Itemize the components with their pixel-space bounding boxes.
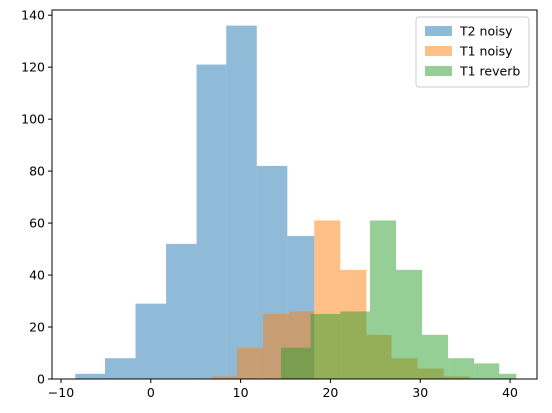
histogram-bar — [448, 358, 475, 379]
histogram-bar — [226, 25, 257, 379]
histogram-bar — [369, 220, 396, 379]
legend-swatch — [425, 66, 452, 76]
x-tick-label: 40 — [502, 385, 518, 400]
histogram-bar — [310, 314, 341, 379]
histogram-bar — [135, 303, 167, 379]
legend: T2 noisy T1 noisy T1 reverb — [415, 16, 530, 88]
histogram-bar — [499, 373, 517, 379]
legend-swatch — [425, 46, 452, 56]
y-tick-label: 100 — [21, 112, 45, 127]
histogram-bar — [104, 358, 136, 379]
y-tick-label: 60 — [29, 216, 45, 231]
y-tick-label: 120 — [21, 60, 45, 75]
x-tick-label: 30 — [412, 385, 428, 400]
y-tick-label: 140 — [21, 8, 45, 23]
histogram-bar — [196, 64, 227, 379]
x-tick-label: 10 — [233, 385, 249, 400]
x-tick-label: −10 — [48, 385, 74, 400]
series-0 — [75, 25, 315, 379]
histogram-bar — [474, 363, 500, 379]
histogram-bar — [166, 243, 197, 379]
histogram-bar — [75, 373, 105, 379]
y-axis-ticks: 0 20 40 60 80 100 120 140 — [21, 8, 52, 387]
histogram-bar — [210, 376, 238, 379]
legend-label: T2 noisy — [459, 24, 513, 39]
legend-swatch — [425, 26, 452, 36]
histogram-bar — [422, 334, 449, 379]
histogram-bar — [395, 269, 423, 379]
y-tick-label: 80 — [29, 164, 45, 179]
histogram-bars — [75, 25, 517, 379]
y-tick-label: 40 — [29, 268, 45, 283]
x-tick-label: 20 — [322, 385, 338, 400]
series-2 — [281, 220, 517, 379]
y-tick-label: 20 — [29, 320, 45, 335]
histogram-bar — [340, 311, 370, 379]
x-tick-label: 0 — [147, 385, 155, 400]
histogram-bar — [237, 347, 264, 379]
legend-label: T1 reverb — [459, 64, 520, 79]
axes-frame — [51, 9, 538, 380]
x-axis-ticks: −10 0 10 20 30 40 — [48, 379, 518, 400]
legend-label: T1 noisy — [459, 44, 513, 59]
histogram-bar — [281, 347, 311, 379]
y-tick-label: 0 — [37, 372, 45, 387]
